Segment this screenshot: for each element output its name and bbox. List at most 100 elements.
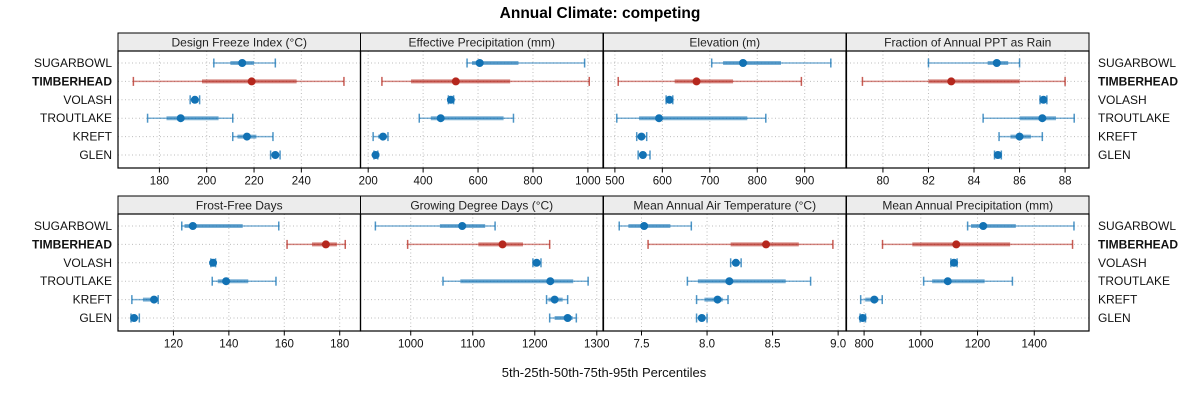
percentile-bar-kreft [859, 295, 883, 305]
median-dot [271, 151, 280, 159]
site-label-left-glen: GLEN [79, 311, 112, 325]
median-dot [130, 314, 139, 322]
site-label-left-volash: VOLASH [63, 93, 112, 107]
panel-border [359, 213, 604, 332]
site-label-right-kreft: KREFT [1098, 293, 1138, 307]
panel-border [602, 213, 847, 332]
median-dot [1039, 95, 1048, 104]
percentile-bar-sugarbowl [927, 58, 1021, 68]
axis-tick-label: 700 [700, 176, 719, 188]
axis-tick-label: 1300 [584, 339, 610, 351]
panel-5: Growing Degree Days (°C) 1000 1100 1200 1300 [359, 195, 610, 351]
panel-title: Mean Annual Air Temperature (°C) [633, 199, 816, 213]
axis-tick-label: 400 [414, 176, 433, 188]
panel-4: Frost-Free Days 120 140 160 180 [117, 195, 362, 351]
median-dot [446, 95, 455, 104]
median-dot [188, 222, 197, 230]
percentile-bar-timberhead [617, 76, 803, 86]
median-dot [150, 295, 159, 304]
axis-tick-label: 82 [922, 176, 935, 188]
percentile-bar-timberhead [381, 76, 591, 86]
median-dot [1038, 114, 1047, 123]
chart-title: Annual Climate: competing [500, 5, 701, 22]
axis-tick-label: 800 [748, 176, 767, 188]
percentile-bar-volash [532, 258, 542, 268]
axis-tick-label: 180 [330, 339, 349, 351]
axis-tick-label: 200 [359, 176, 378, 188]
median-dot [952, 240, 961, 249]
median-dot [638, 151, 647, 159]
axis-tick-label: 1000 [398, 339, 424, 351]
percentile-bar-volash [1039, 95, 1048, 105]
axis-tick-label: 86 [1013, 176, 1026, 188]
percentile-bar-glen [269, 150, 281, 160]
site-label-right-troutlake: TROUTLAKE [1098, 111, 1170, 125]
x-axis: 500 600 700 800 900 [605, 168, 814, 188]
percentile-bar-glen [548, 313, 578, 323]
percentile-bar-kreft [998, 132, 1044, 142]
panel-border [117, 50, 362, 169]
median-dot [943, 277, 952, 286]
median-dot [739, 59, 748, 67]
axis-tick-label: 8.0 [699, 339, 715, 351]
site-label-right-glen: GLEN [1098, 148, 1131, 162]
x-axis-title: 5th-25th-50th-75th-95th Percentiles [502, 365, 707, 380]
percentile-bar-sugarbowl [374, 221, 496, 231]
panel-title: Effective Precipitation (mm) [409, 36, 556, 50]
percentile-bar-timberhead [861, 76, 1066, 86]
percentile-bar-troutlake [211, 276, 277, 286]
axis-tick-label: 7.5 [634, 339, 650, 351]
percentile-bar-sugarbowl [466, 58, 586, 68]
percentile-bar-troutlake [982, 113, 1075, 123]
axis-tick-label: 1000 [908, 339, 934, 351]
site-label-left-timberhead: TIMBERHEAD [32, 237, 112, 251]
panel-border [602, 50, 847, 169]
median-dot [858, 314, 867, 322]
median-dot [209, 258, 218, 267]
percentile-bar-sugarbowl [180, 221, 280, 231]
median-dot [640, 222, 649, 230]
site-label-right-sugarbowl: SUGARBOWL [1098, 56, 1176, 70]
gridlines [118, 214, 361, 331]
median-dot [949, 258, 958, 267]
median-dot [451, 77, 460, 86]
site-label-left-kreft: KREFT [73, 130, 113, 144]
axis-tick-label: 240 [292, 176, 311, 188]
median-dot [697, 314, 706, 322]
x-axis: 7.5 8.0 8.5 9.0 [634, 331, 846, 351]
site-label-right-kreft: KREFT [1098, 130, 1138, 144]
median-dot [665, 95, 674, 104]
percentile-bar-sugarbowl [213, 58, 277, 68]
percentile-bar-glen [993, 150, 1003, 160]
median-dot [563, 314, 572, 322]
median-dot [546, 277, 555, 286]
median-dot [713, 295, 722, 304]
axis-tick-label: 900 [795, 176, 814, 188]
median-dot [992, 59, 1001, 67]
percentile-bar-kreft [545, 295, 569, 305]
percentile-bar-volash [665, 95, 674, 105]
site-label-left-glen: GLEN [79, 148, 112, 162]
site-label-left-kreft: KREFT [73, 293, 113, 307]
axis-tick-label: 120 [164, 339, 183, 351]
percentile-bar-timberhead [647, 239, 834, 249]
percentile-bar-troutlake [922, 276, 1014, 286]
percentile-bar-sugarbowl [966, 221, 1075, 231]
median-dot [550, 295, 559, 304]
axis-tick-label: 600 [653, 176, 672, 188]
median-dot [475, 59, 484, 67]
panel-3: Fraction of Annual PPT as Rain 80 82 84 86 88 [845, 32, 1090, 188]
axis-tick-label: 180 [150, 176, 169, 188]
percentile-bar-kreft [231, 132, 274, 142]
x-axis: 1000 1100 1200 1300 [398, 331, 610, 351]
median-dot [458, 222, 467, 230]
site-label-left-timberhead: TIMBERHEAD [32, 74, 112, 88]
panel-title: Growing Degree Days (°C) [410, 199, 553, 213]
median-dot [655, 114, 664, 123]
axis-tick-label: 800 [523, 176, 542, 188]
percentile-bar-volash [729, 258, 742, 268]
gridlines [846, 214, 1089, 331]
site-label-right-sugarbowl: SUGARBOWL [1098, 219, 1176, 233]
axis-tick-label: 80 [877, 176, 890, 188]
